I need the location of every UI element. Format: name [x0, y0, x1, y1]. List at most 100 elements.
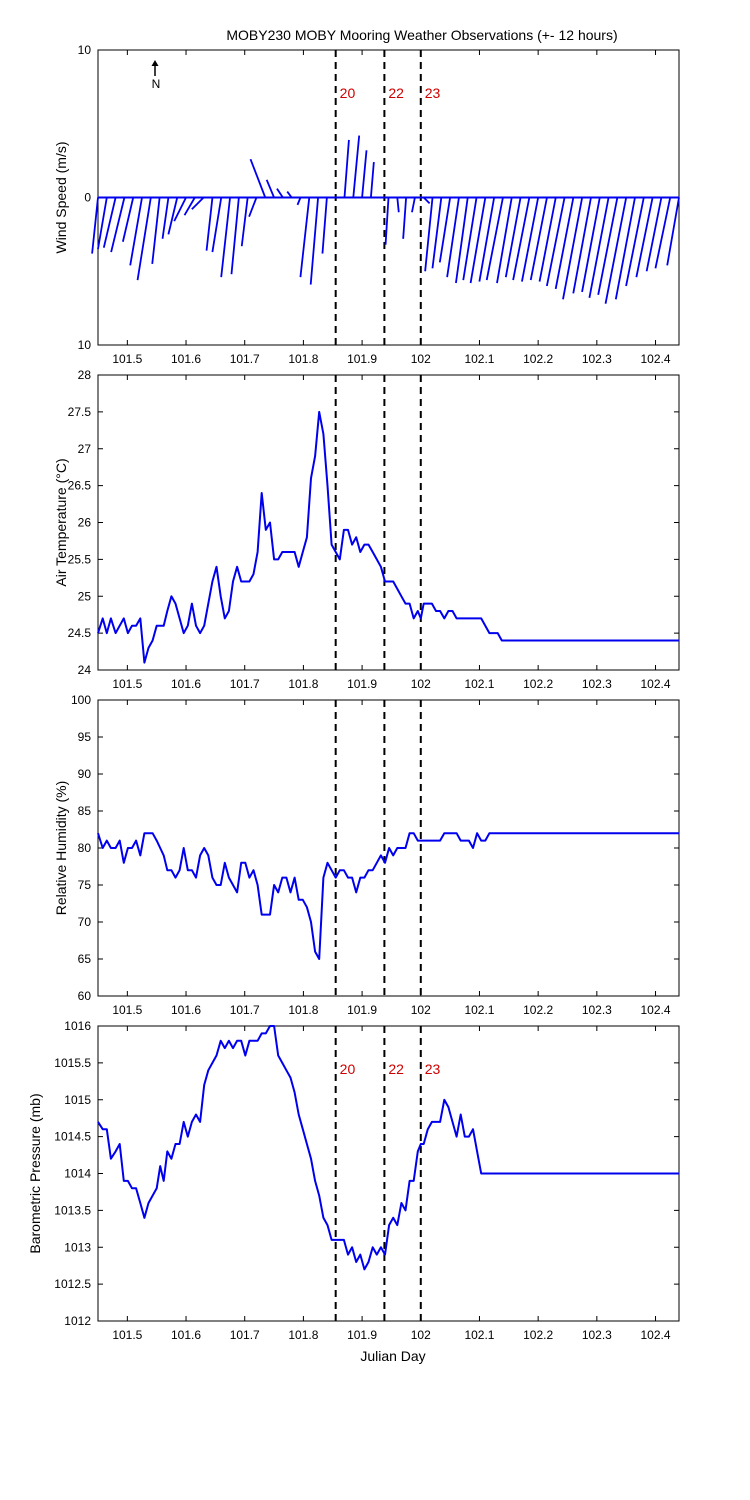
wind-vector — [361, 150, 368, 198]
wind-vector — [309, 197, 319, 285]
wind-vector — [183, 197, 196, 216]
wind-vector — [384, 197, 390, 245]
series-line — [97, 832, 679, 960]
wind-vector — [485, 197, 504, 281]
y-tick-label: 60 — [78, 989, 92, 1003]
y-tick-label: 75 — [78, 878, 92, 892]
wind-vector — [562, 197, 584, 300]
y-axis-label: Air Temperature (°C) — [53, 458, 69, 586]
y-tick-label: 95 — [78, 730, 92, 744]
wind-vector — [521, 197, 540, 282]
x-tick-label: 102.4 — [641, 677, 671, 691]
wind-vector — [129, 197, 143, 266]
wind-vector — [604, 197, 628, 304]
y-tick-label: 1013.5 — [54, 1203, 91, 1217]
x-tick-label: 101.8 — [288, 1003, 318, 1017]
x-tick-label: 102.3 — [582, 1003, 612, 1017]
north-arrow-head-icon — [151, 60, 159, 66]
plot-frame — [97, 374, 680, 671]
wind-vector — [554, 197, 575, 290]
y-tick-label: 28 — [78, 368, 92, 382]
y-tick-label: 27 — [78, 442, 92, 456]
wind-vector — [161, 197, 170, 239]
x-tick-label: 102.4 — [641, 1003, 671, 1017]
panels: 101.5 101.6 101.7 101.8 101.9 102 102.1 102.2 10… — [27, 43, 680, 1342]
x-tick-label: 101.9 — [347, 1003, 377, 1017]
wind-vector — [240, 197, 249, 247]
event-marker-label: 22 — [388, 85, 404, 101]
wind-vector — [286, 191, 293, 199]
x-tick-label: 101.5 — [112, 352, 142, 366]
wind-vector — [666, 197, 680, 266]
wind-vector — [438, 197, 452, 263]
panel-4: 101.5 101.6 101.7 101.8 101.9 102 102.1 102.2 10… — [27, 1019, 680, 1342]
x-axis-label: Julian Day — [360, 1348, 425, 1364]
x-tick-label: 102.3 — [582, 1328, 612, 1342]
wind-vector — [265, 179, 275, 198]
y-tick-label: 1014 — [64, 1167, 91, 1181]
x-tick-label: 101.5 — [112, 1328, 142, 1342]
x-tick-label: 102.2 — [523, 1328, 553, 1342]
wind-vector — [276, 188, 284, 198]
wind-vector — [220, 197, 231, 278]
x-tick-label: 101.9 — [347, 1328, 377, 1342]
wind-vector — [423, 196, 431, 205]
wind-vector — [167, 197, 179, 235]
y-tick-label: 1015 — [64, 1093, 91, 1107]
y-tick-label: 80 — [78, 841, 92, 855]
y-tick-label: 65 — [78, 952, 92, 966]
x-tick-label: 101.6 — [171, 1328, 201, 1342]
y-tick-label: 1016 — [64, 1019, 91, 1033]
wind-vector — [645, 197, 663, 272]
wind-vector — [625, 197, 645, 287]
y-tick-label: 1015.5 — [54, 1056, 91, 1070]
panel-2: 101.5 101.6 101.7 101.8 101.9 102 102.1 102.2 10… — [53, 368, 680, 691]
y-tick-label: 24 — [78, 663, 92, 677]
y-tick-label: 1013 — [64, 1240, 91, 1254]
x-tick-label: 102 — [411, 1003, 431, 1017]
x-tick-label: 101.5 — [112, 1003, 142, 1017]
north-label: N — [152, 77, 161, 91]
wind-vector — [635, 197, 654, 278]
wind-vector — [538, 197, 557, 282]
x-tick-label: 102.2 — [523, 1003, 553, 1017]
wind-vector — [424, 197, 434, 272]
x-tick-label: 101.8 — [288, 352, 318, 366]
wind-vector — [469, 197, 487, 284]
y-axis-label: Barometric Pressure (mb) — [27, 1093, 43, 1253]
x-tick-label: 101.5 — [112, 677, 142, 691]
x-tick-label: 102.4 — [641, 1328, 671, 1342]
wind-vector — [496, 197, 513, 284]
wind-vector — [462, 197, 478, 281]
wind-vector — [173, 197, 187, 222]
wind-vector — [122, 197, 135, 242]
wind-vector — [369, 162, 375, 198]
wind-vector — [396, 197, 400, 213]
y-tick-label: 1012.5 — [54, 1277, 91, 1291]
wind-vector — [512, 197, 531, 281]
y-axis-label: Relative Humidity (%) — [53, 781, 69, 916]
x-tick-label: 102 — [411, 1328, 431, 1342]
x-tick-label: 102 — [411, 352, 431, 366]
x-tick-label: 102.1 — [464, 1003, 494, 1017]
y-tick-label: 27.5 — [68, 405, 92, 419]
y-tick-label: 26.5 — [68, 479, 92, 493]
y-tick-label: 24.5 — [68, 626, 92, 640]
wind-vector — [343, 139, 350, 198]
y-tick-label: 1012 — [64, 1314, 91, 1328]
wind-vector — [249, 158, 267, 198]
x-tick-label: 102.1 — [464, 1328, 494, 1342]
wind-vector — [529, 197, 548, 281]
wind-vector — [597, 197, 619, 296]
y-tick-label: 100 — [71, 693, 91, 707]
wind-vector — [654, 197, 672, 269]
y-tick-label: 26 — [78, 516, 92, 530]
event-marker-label: 20 — [340, 1061, 356, 1077]
wind-vector — [446, 197, 460, 278]
wind-vector — [299, 197, 311, 278]
x-tick-label: 102 — [411, 677, 431, 691]
chart-title: MOBY230 MOBY Mooring Weather Observation… — [226, 27, 617, 43]
event-marker-label: 23 — [425, 1061, 441, 1077]
event-marker-label: 22 — [388, 1061, 404, 1077]
x-tick-label: 101.9 — [347, 352, 377, 366]
